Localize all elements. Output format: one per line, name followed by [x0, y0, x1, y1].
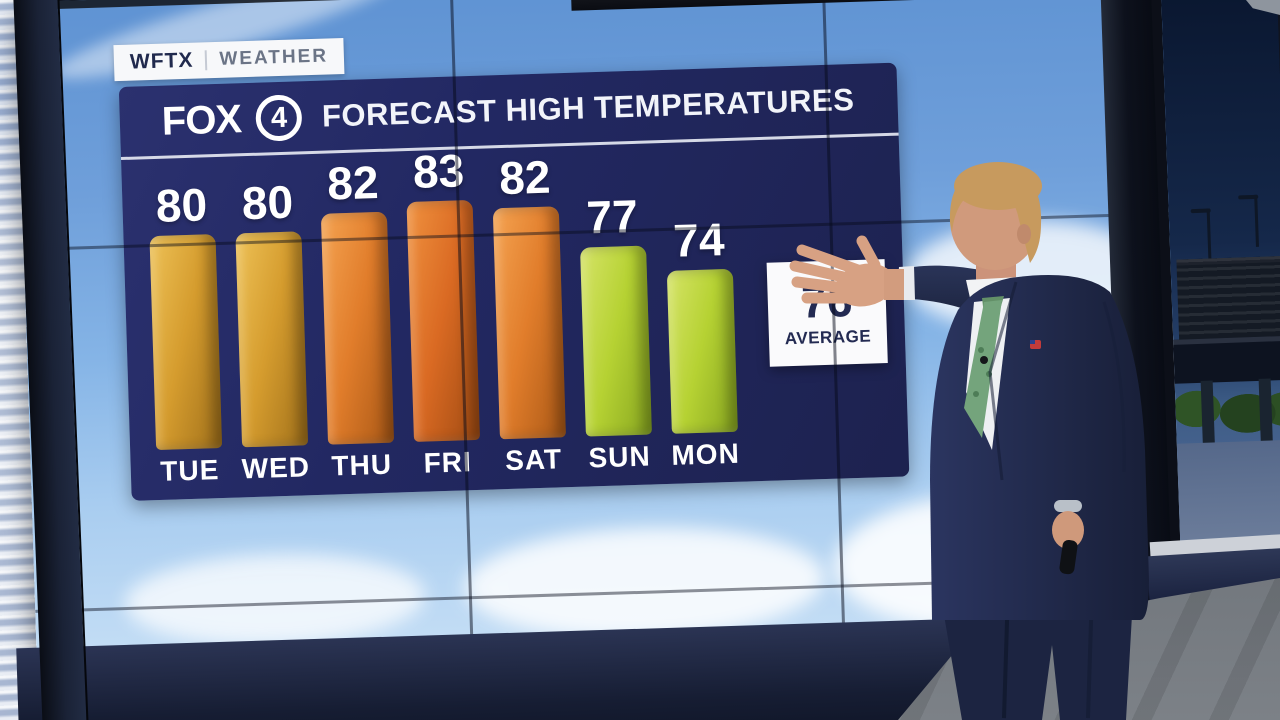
badge-section-label: WEATHER	[219, 45, 329, 70]
bridge-pillar	[1258, 378, 1273, 447]
chart-title: FORECAST HIGH TEMPERATURES	[321, 81, 855, 134]
temperature-value: 74	[672, 213, 726, 267]
station-call-letters: WFTX	[129, 48, 194, 74]
fox-logo-circle-4: 4	[255, 94, 303, 142]
weatherman	[789, 162, 1149, 720]
temperature-bar	[235, 231, 309, 448]
flag-pin	[1030, 340, 1041, 349]
station-badge: WFTX WEATHER	[113, 37, 345, 82]
building-windows	[1176, 255, 1280, 342]
presenter-clicker-remote	[1059, 539, 1078, 575]
day-label: WED	[241, 451, 311, 485]
day-label: SUN	[588, 440, 652, 474]
bar-column-wed: 80 WED	[234, 175, 311, 491]
fox-logo-text: FOX	[161, 97, 242, 144]
bar-column-sun: 77 SUN	[578, 189, 653, 481]
temperature-value: 77	[585, 189, 639, 244]
presenter-left-hand	[1052, 500, 1084, 575]
temperature-value: 80	[241, 175, 294, 230]
temperature-bar	[320, 211, 395, 445]
temperature-bar	[149, 234, 223, 451]
bar-column-mon: 74 MON	[665, 213, 741, 478]
bar-column-fri: 83 FRI	[405, 144, 482, 486]
temperature-bar	[580, 245, 652, 437]
temperature-value: 82	[498, 150, 552, 205]
temperature-bar	[492, 206, 566, 440]
bars-row: 80 TUE 80 WED 82 THU 83 FRI 82 SAT 77 SUN 74 MON	[147, 139, 741, 494]
bridge-overpass	[1173, 335, 1280, 384]
badge-divider	[205, 50, 208, 71]
bar-column-tue: 80 TUE	[148, 178, 224, 494]
lapel-microphone	[980, 356, 988, 364]
day-label: MON	[670, 437, 741, 471]
wristwatch	[1054, 500, 1082, 512]
presenter-torso	[930, 275, 1149, 620]
temperature-value: 82	[326, 155, 380, 210]
bridge-pillar	[1200, 380, 1215, 449]
bar-column-sat: 82 SAT	[491, 150, 567, 483]
day-label: THU	[331, 448, 393, 482]
temperature-bar	[666, 268, 738, 434]
day-label: TUE	[159, 454, 220, 487]
day-label: SAT	[504, 443, 563, 477]
building-silhouette	[1176, 255, 1280, 342]
temperature-value: 80	[155, 178, 208, 232]
bar-column-thu: 82 THU	[319, 155, 395, 489]
